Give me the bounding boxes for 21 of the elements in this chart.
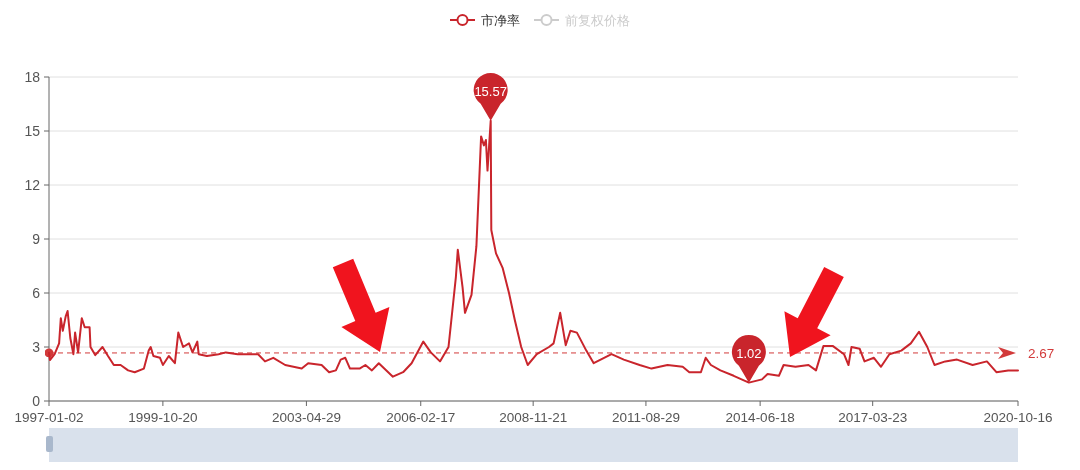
legend-label: 市净率 [481, 13, 520, 28]
x-tick-label: 2017-03-23 [838, 410, 908, 425]
x-tick-label: 2020-10-16 [983, 410, 1053, 425]
x-tick-label: 2003-04-29 [271, 410, 341, 425]
ref-line-label: 2.67 [1028, 345, 1055, 361]
annotation: 1.02 [736, 345, 762, 361]
line-series [48, 119, 1019, 384]
x-tick-label: 2011-08-29 [611, 410, 680, 425]
y-tick-label: 12 [24, 177, 41, 193]
x-tick-label: 2014-06-18 [725, 410, 795, 425]
y-tick-label: 9 [32, 231, 41, 247]
y-tick-label: 6 [32, 285, 41, 301]
x-tick-label: 2006-02-17 [386, 410, 456, 425]
x-tick-label: 1997-01-02 [14, 410, 84, 425]
y-tick-label: 18 [24, 69, 41, 85]
y-tick-label: 3 [32, 339, 41, 355]
y-tick-label: 15 [24, 123, 41, 139]
x-tick-label: 1999-10-20 [128, 410, 198, 425]
x-tick-label: 2008-11-21 [499, 410, 568, 425]
y-tick-label: 0 [32, 393, 41, 409]
annotation: 15.57 [474, 83, 507, 99]
